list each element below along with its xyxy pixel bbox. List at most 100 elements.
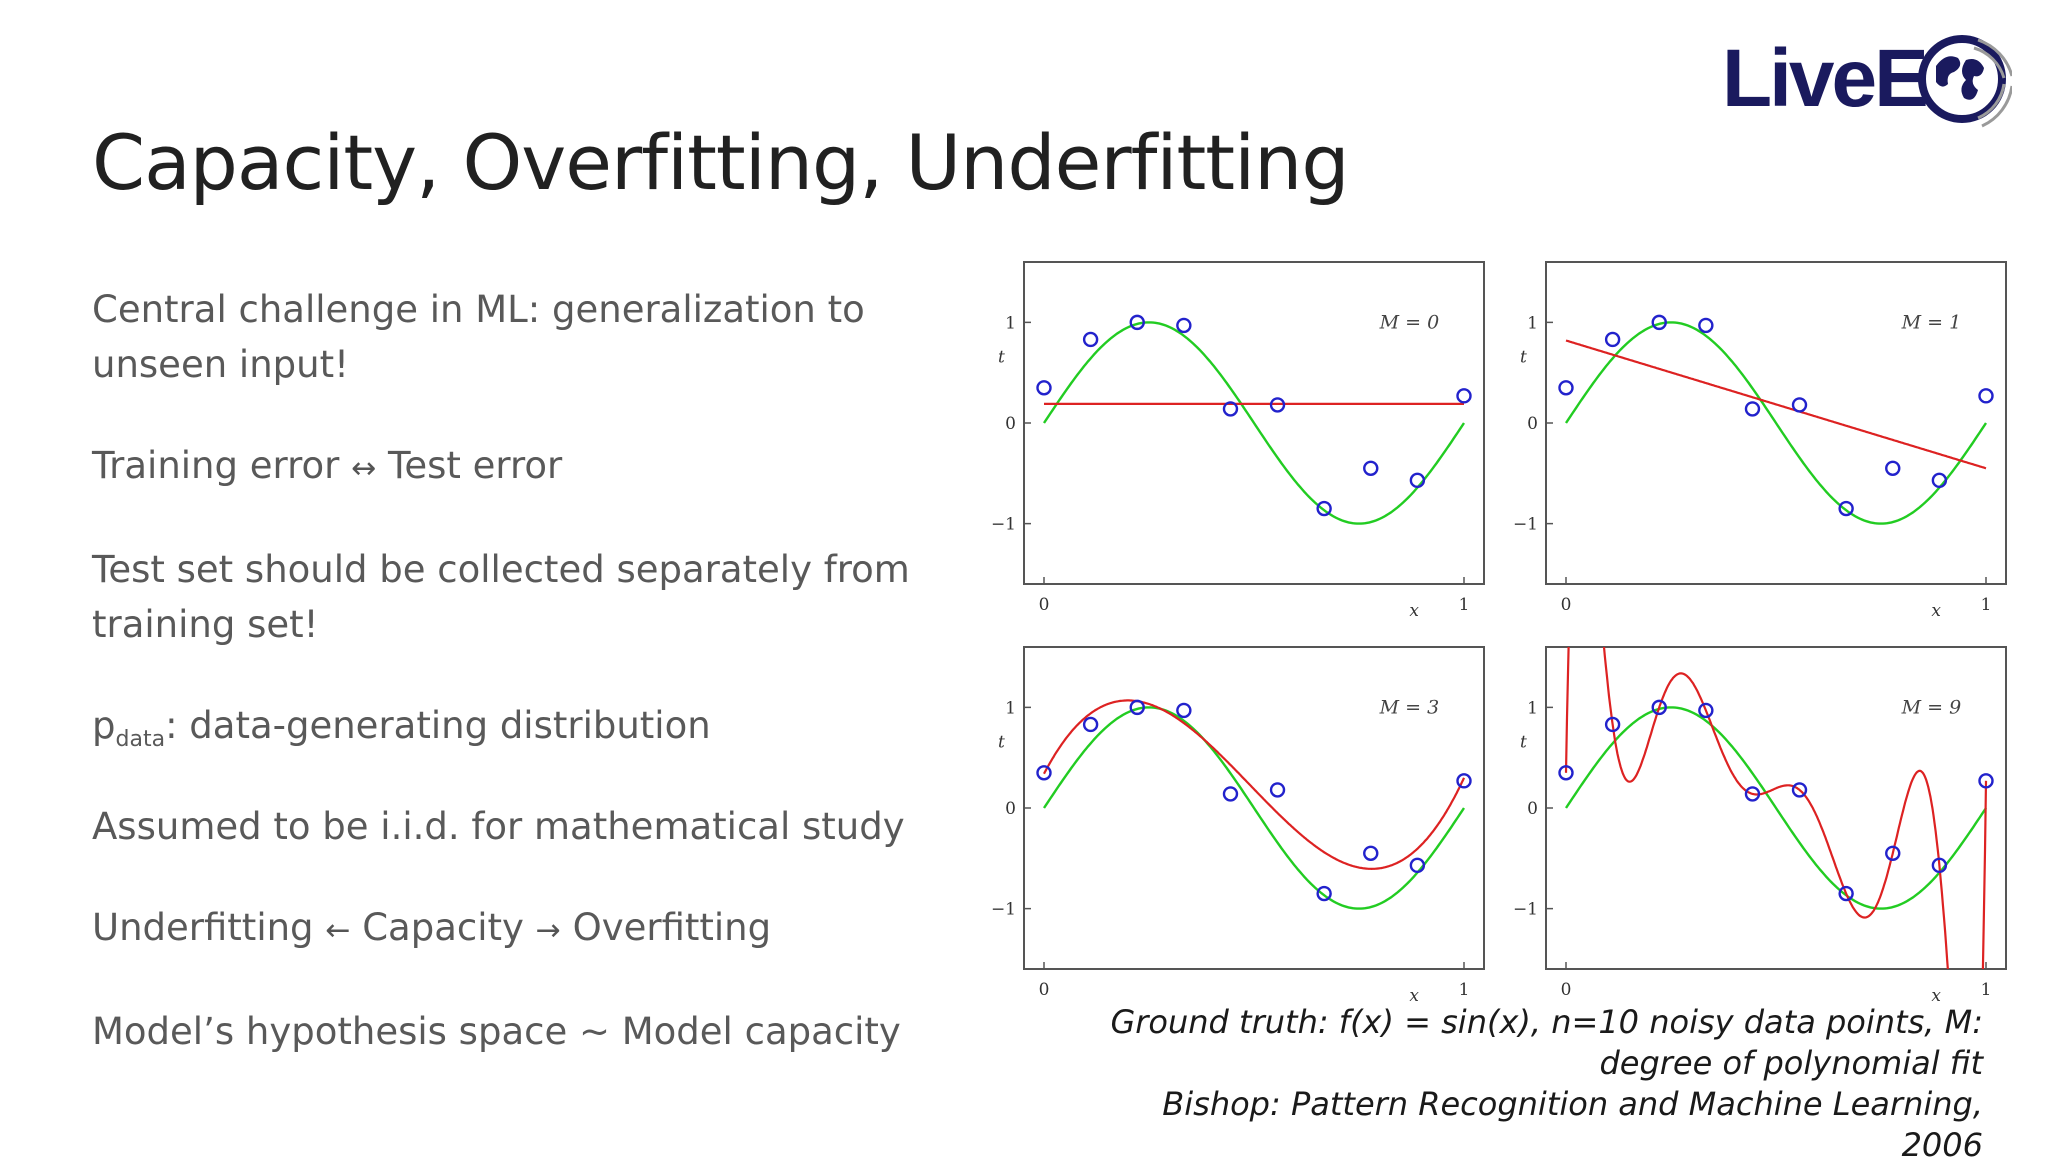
bullet-hypothesis-space: Model’s hypothesis space ~ Model capacit… — [92, 1010, 901, 1053]
bullet-training-vs-test: Training error ↔ Test error — [92, 438, 922, 496]
data-point — [1651, 699, 1667, 716]
data-point — [1036, 765, 1052, 781]
polynomial-fit-curve — [1565, 339, 1987, 470]
globe-icon — [1918, 35, 2014, 128]
bullet-list: Central challenge in ML: generalization … — [92, 282, 922, 1105]
data-point — [1931, 472, 1948, 489]
caption-line-1: Ground truth: f(x) = sin(x), n=10 noisy … — [1110, 1003, 1983, 1041]
pdata-subscript: data — [115, 727, 166, 752]
y-tick-label: 1 — [1005, 698, 1016, 718]
polynomial-fit-curve — [1043, 699, 1466, 871]
left-right-arrow-icon: ↔ — [351, 451, 377, 486]
bullet-iid: Assumed to be i.i.d. for mathematical st… — [92, 805, 905, 848]
y-tick-label: −1 — [1513, 900, 1538, 920]
liveeo-logo: LiveE — [1722, 24, 2014, 130]
ground-truth-curve — [1564, 706, 1988, 910]
y-tick-label: 1 — [1527, 698, 1538, 718]
ground-truth-curve — [1042, 706, 1466, 910]
data-point — [1604, 716, 1621, 733]
data-point — [1791, 397, 1808, 413]
data-point — [1558, 765, 1574, 781]
data-point — [1316, 500, 1332, 517]
data-point — [1176, 702, 1192, 719]
y-tick-label: 0 — [1005, 414, 1016, 434]
data-point — [1885, 460, 1901, 476]
y-axis-label: t — [998, 348, 1005, 368]
y-tick-label: 0 — [1527, 414, 1538, 434]
y-tick-label: 1 — [1527, 313, 1538, 333]
bullet-capacity: Underfitting ← Capacity → Overfitting — [92, 900, 922, 958]
model-degree-label: M = 3 — [1379, 696, 1440, 718]
ground-truth-curve — [1042, 321, 1466, 525]
data-point — [1129, 314, 1145, 331]
data-point — [1885, 845, 1901, 861]
overfitting-text: Overfitting — [572, 906, 772, 949]
data-point — [1651, 314, 1667, 331]
y-tick-label: 0 — [1005, 799, 1016, 819]
data-point — [1222, 401, 1239, 417]
page-title: Capacity, Overfitting, Underfitting — [92, 118, 1350, 207]
y-tick-label: −1 — [1513, 515, 1538, 535]
training-error-text: Training error — [92, 444, 340, 487]
ground-truth-curve — [1564, 321, 1988, 525]
polynomial-fit-curve — [1564, 647, 1988, 969]
pdata-description: : data-generating distribution — [165, 704, 711, 747]
data-point — [1744, 401, 1761, 417]
x-tick-label: 1 — [1981, 595, 1992, 615]
chart-panel-m9: −1 0 1 0 1 t x M = 9 — [1512, 635, 2012, 1006]
y-axis-label: t — [1520, 348, 1527, 368]
data-point — [1269, 397, 1286, 413]
data-point — [1409, 472, 1426, 489]
model-degree-label: M = 1 — [1901, 311, 1962, 333]
underfitting-text: Underfitting — [92, 906, 314, 949]
data-point — [1698, 317, 1714, 334]
data-point — [1978, 773, 1994, 789]
x-axis-label: x — [1409, 601, 1419, 621]
caption-line-3: Bishop: Pattern Recognition and Machine … — [1162, 1085, 1983, 1164]
chart-panel-m0: −1 0 1 0 1 t x M = 0 — [990, 250, 1490, 621]
x-tick-label: 1 — [1459, 595, 1470, 615]
left-arrow-icon: ← — [325, 913, 351, 948]
model-degree-label: M = 9 — [1901, 696, 1962, 718]
data-point — [1129, 699, 1145, 716]
chart-panel-m1: −1 0 1 0 1 t x M = 1 — [1512, 250, 2012, 621]
data-point — [1838, 500, 1854, 517]
x-tick-label: 0 — [1039, 595, 1050, 615]
data-point — [1931, 857, 1948, 874]
bullet-pdata: pdata: data-generating distribution — [92, 698, 922, 753]
x-axis-label: x — [1409, 986, 1419, 1006]
data-point — [1316, 885, 1332, 902]
y-axis-label: t — [998, 733, 1005, 753]
data-point — [1409, 857, 1426, 874]
bullet-test-set: Test set should be collected separately … — [92, 548, 910, 646]
data-point — [1082, 331, 1099, 348]
x-tick-label: 0 — [1561, 595, 1572, 615]
data-point — [1698, 702, 1714, 719]
y-tick-label: −1 — [991, 900, 1016, 920]
data-point — [1978, 388, 1994, 404]
data-point — [1744, 786, 1761, 802]
data-point — [1036, 380, 1052, 396]
bullet-generalization: Central challenge in ML: generalization … — [92, 288, 865, 386]
data-point — [1363, 460, 1379, 476]
svg-text:LiveE: LiveE — [1722, 33, 1926, 124]
y-axis-label: t — [1520, 733, 1527, 753]
model-degree-label: M = 0 — [1379, 311, 1440, 333]
x-tick-label: 0 — [1039, 980, 1050, 1000]
y-tick-label: −1 — [991, 515, 1016, 535]
data-point — [1222, 786, 1239, 802]
right-arrow-icon: → — [535, 913, 561, 948]
y-tick-label: 1 — [1005, 313, 1016, 333]
x-tick-label: 1 — [1459, 980, 1470, 1000]
data-point — [1791, 782, 1808, 798]
data-point — [1082, 716, 1099, 733]
data-point — [1558, 380, 1574, 396]
pdata-p: p — [92, 704, 116, 747]
x-axis-label: x — [1931, 601, 1941, 621]
data-point — [1176, 317, 1192, 334]
test-error-text: Test error — [388, 444, 563, 487]
